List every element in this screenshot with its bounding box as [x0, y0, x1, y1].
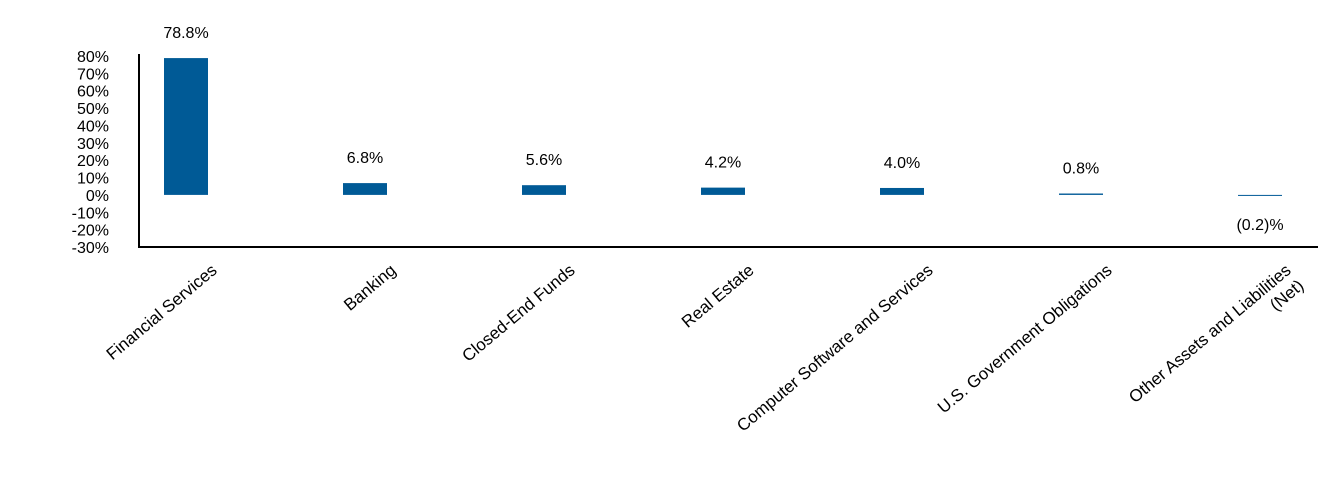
- bar: [1059, 193, 1103, 195]
- y-tick-label: 0%: [86, 188, 109, 205]
- bars: [164, 58, 1282, 196]
- data-label: 5.6%: [526, 152, 562, 169]
- data-label: 6.8%: [347, 150, 383, 167]
- category-label: Real Estate: [678, 261, 758, 332]
- y-tick-label: 20%: [77, 153, 109, 170]
- data-label: 4.0%: [884, 155, 920, 172]
- y-tick-label: 60%: [77, 84, 109, 101]
- bar: [164, 58, 208, 195]
- bar: [522, 185, 566, 195]
- y-tick-label: 30%: [77, 136, 109, 153]
- bar: [1238, 194, 1282, 196]
- category-label: Financial Services: [103, 261, 221, 364]
- y-tick-label: -20%: [72, 223, 109, 240]
- y-tick-label: -10%: [72, 205, 109, 222]
- category-label-line: Financial Services: [103, 261, 221, 364]
- y-tick-label: 40%: [77, 118, 109, 135]
- data-label: 4.2%: [705, 155, 741, 172]
- data-label: 78.8%: [163, 25, 208, 42]
- bar: [880, 187, 924, 195]
- data-labels: 78.8% 6.8% 5.6% 4.2% 4.0% 0.8% (0.2)%: [163, 25, 1283, 234]
- y-tick-label: -30%: [72, 240, 109, 257]
- category-label: Banking: [340, 261, 399, 315]
- category-label-line: Real Estate: [678, 261, 758, 332]
- category-label-line: Banking: [340, 261, 399, 315]
- y-tick-label: 70%: [77, 66, 109, 83]
- category-label: U.S. Government Obligations: [934, 261, 1116, 418]
- category-label: Other Assets and Liabilities(Net): [1125, 261, 1307, 423]
- y-axis-tick-labels: 80%70%60%50%40%30%20%10%0%-10%-20%-30%: [72, 49, 109, 257]
- y-tick-label: 50%: [77, 101, 109, 118]
- category-label-line: Computer Software and Services: [733, 261, 936, 436]
- category-labels: Financial Services Banking Closed-End Fund…: [103, 261, 1308, 436]
- y-tick-label: 80%: [77, 49, 109, 66]
- category-label-line: Other Assets and Liabilities: [1125, 261, 1294, 407]
- category-label-line: U.S. Government Obligations: [934, 261, 1116, 418]
- category-label-line: Closed-End Funds: [458, 261, 578, 366]
- data-label: (0.2)%: [1236, 217, 1283, 234]
- category-label: Closed-End Funds: [458, 261, 578, 366]
- data-label: 0.8%: [1063, 161, 1099, 178]
- y-tick-label: 10%: [77, 171, 109, 188]
- category-label: Computer Software and Services: [733, 261, 936, 436]
- bar: [701, 187, 745, 195]
- bar: [343, 183, 387, 195]
